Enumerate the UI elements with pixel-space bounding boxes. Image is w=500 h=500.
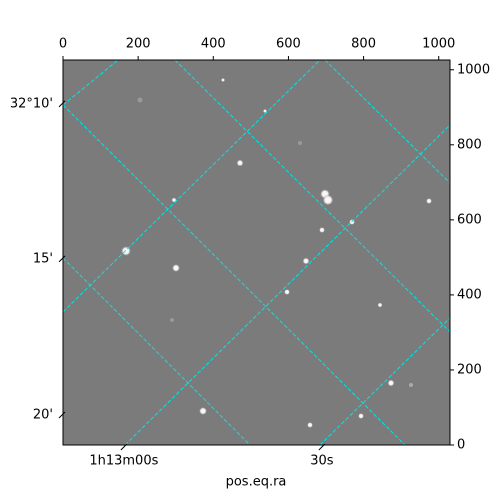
dec-tick-label: 20' (33, 407, 53, 422)
ra-tick-label: 1h13m00s (89, 454, 158, 469)
dec-tick-label: 32°10' (10, 96, 53, 111)
frame (62, 59, 451, 446)
y-tick-label: 400 (457, 287, 482, 302)
dec-tick-label: 15' (33, 251, 53, 266)
x-tick-label: 800 (351, 37, 376, 52)
dec-tick (58, 255, 66, 263)
y-tick-label: 1000 (457, 62, 490, 77)
x-tick-label: 1000 (422, 37, 455, 52)
y-tick-label: 800 (457, 137, 482, 152)
ra-tick-label: 30s (310, 454, 334, 469)
coordinate-grid (63, 60, 450, 445)
ra-tick (318, 443, 326, 451)
image-background (63, 60, 450, 445)
x-tick-label: 200 (126, 37, 151, 52)
x-axis-label: pos.eq.ra (226, 475, 287, 490)
dec-tick (58, 100, 66, 108)
dec-tick (58, 411, 66, 419)
ra-tick (120, 443, 128, 451)
y-tick-label: 600 (457, 212, 482, 227)
y-tick-label: 200 (457, 362, 482, 377)
x-tick-label: 600 (276, 37, 301, 52)
y-tick-label: 0 (457, 438, 465, 453)
x-tick-label: 0 (59, 37, 67, 52)
x-tick-label: 400 (201, 37, 226, 52)
